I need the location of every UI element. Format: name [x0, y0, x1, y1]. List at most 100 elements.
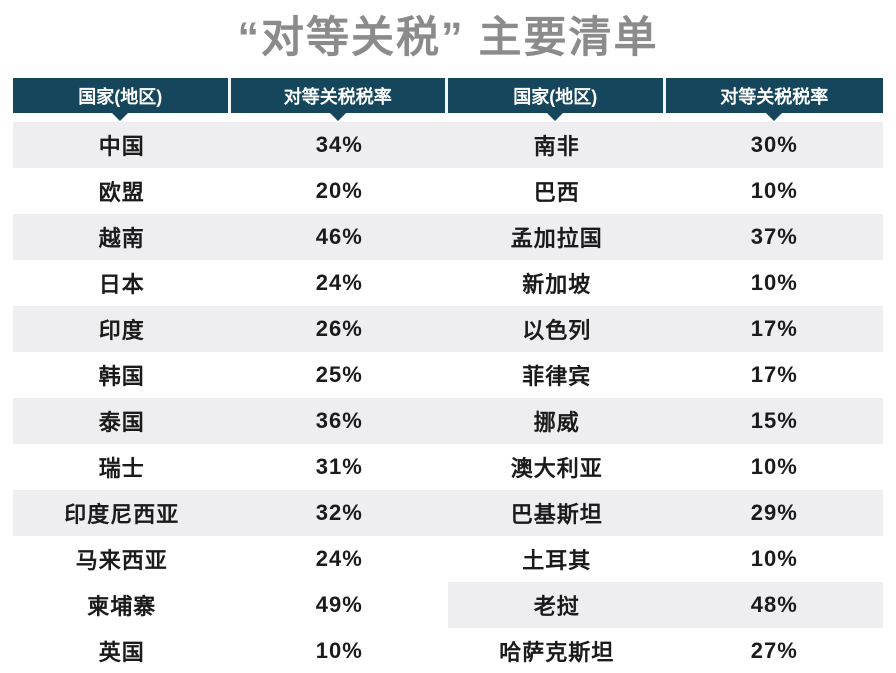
rate-cell: 29%	[750, 500, 798, 525]
rate-cell: 10%	[750, 454, 798, 479]
country-cell: 越南	[98, 226, 145, 251]
rate-cell: 10%	[750, 270, 798, 295]
table-header-row: 国家(地区) 对等关税税率 国家(地区) 对等关税税率	[13, 78, 883, 121]
rate-cell: 24%	[315, 546, 363, 571]
rate-cell: 31%	[315, 454, 363, 479]
pointer-down-icon	[547, 113, 564, 121]
row-left-half: 瑞士 31%	[13, 444, 448, 490]
row-right-half: 挪威 15%	[448, 398, 883, 444]
country-cell: 日本	[98, 272, 145, 297]
country-cell: 澳大利亚	[510, 456, 603, 481]
table-row: 瑞士 31% 澳大利亚 10%	[13, 444, 883, 490]
country-cell: 韩国	[98, 364, 145, 389]
header-label: 对等关税税率	[283, 86, 392, 107]
pointer-down-icon	[329, 113, 346, 121]
header-cell-rate-left: 对等关税税率	[230, 78, 448, 121]
country-cell: 巴基斯坦	[510, 502, 603, 527]
row-right-half: 哈萨克斯坦 27%	[448, 628, 883, 673]
rate-cell: 36%	[315, 408, 363, 433]
rate-cell: 46%	[315, 224, 363, 249]
country-cell: 南非	[533, 134, 580, 159]
row-right-half: 菲律宾 17%	[448, 352, 883, 398]
table-row: 中国 34% 南非 30%	[13, 122, 883, 168]
header-cell-country-right: 国家(地区)	[448, 78, 666, 121]
country-cell: 欧盟	[98, 180, 145, 205]
country-cell: 哈萨克斯坦	[499, 640, 615, 665]
rate-cell: 26%	[315, 316, 363, 341]
header-gap	[13, 113, 883, 122]
header-label: 国家(地区)	[513, 86, 598, 107]
table-row: 欧盟 20% 巴西 10%	[13, 168, 883, 214]
page-title: “对等关税” 主要清单	[237, 14, 659, 62]
table-row: 印度 26% 以色列 17%	[13, 306, 883, 352]
header-cell-country-left: 国家(地区)	[13, 78, 231, 121]
country-cell: 英国	[98, 640, 145, 665]
pointer-down-icon	[112, 113, 129, 121]
header-cell-rate-right: 对等关税税率	[665, 78, 883, 121]
rate-cell: 10%	[315, 638, 363, 663]
row-left-half: 欧盟 20%	[13, 168, 448, 214]
row-right-half: 巴基斯坦 29%	[448, 490, 883, 536]
country-cell: 巴西	[533, 180, 580, 205]
row-right-half: 以色列 17%	[448, 306, 883, 352]
country-cell: 土耳其	[522, 548, 592, 573]
table-row: 日本 24% 新加坡 10%	[13, 260, 883, 306]
rate-cell: 20%	[315, 178, 363, 203]
rate-cell: 48%	[750, 592, 798, 617]
table-row: 印度尼西亚 32% 巴基斯坦 29%	[13, 490, 883, 536]
row-right-half: 新加坡 10%	[448, 260, 883, 306]
rate-cell: 10%	[750, 546, 798, 571]
country-cell: 老挝	[533, 594, 580, 619]
row-left-half: 越南 46%	[13, 214, 448, 260]
country-cell: 柬埔寨	[87, 594, 157, 619]
table-row: 马来西亚 24% 土耳其 10%	[13, 536, 883, 582]
rate-cell: 32%	[315, 500, 363, 525]
row-right-half: 老挝 48%	[448, 582, 883, 628]
row-left-half: 英国 10%	[13, 628, 448, 673]
pointer-down-icon	[766, 113, 783, 121]
country-cell: 挪威	[533, 410, 580, 435]
rate-cell: 24%	[315, 270, 363, 295]
rate-cell: 10%	[750, 178, 798, 203]
row-right-half: 南非 30%	[448, 122, 883, 168]
row-left-half: 中国 34%	[13, 122, 448, 168]
header-label: 对等关税税率	[720, 86, 829, 107]
row-left-half: 日本 24%	[13, 260, 448, 306]
row-right-half: 土耳其 10%	[448, 536, 883, 582]
rate-cell: 49%	[315, 592, 363, 617]
country-cell: 新加坡	[522, 272, 592, 297]
tariff-table: 国家(地区) 对等关税税率 国家(地区) 对等关税税率 中国 34% 南非 30…	[13, 78, 883, 673]
row-left-half: 马来西亚 24%	[13, 536, 448, 582]
rate-cell: 27%	[750, 638, 798, 663]
rate-cell: 17%	[750, 362, 798, 387]
row-left-half: 印度尼西亚 32%	[13, 490, 448, 536]
row-right-half: 澳大利亚 10%	[448, 444, 883, 490]
row-left-half: 泰国 36%	[13, 398, 448, 444]
row-left-half: 柬埔寨 49%	[13, 582, 448, 628]
country-cell: 以色列	[522, 318, 592, 343]
country-cell: 泰国	[98, 410, 145, 435]
row-left-half: 印度 26%	[13, 306, 448, 352]
row-right-half: 孟加拉国 37%	[448, 214, 883, 260]
country-cell: 菲律宾	[522, 364, 592, 389]
rate-cell: 37%	[750, 224, 798, 249]
country-cell: 印度	[98, 318, 145, 343]
header-label: 国家(地区)	[78, 86, 163, 107]
country-cell: 中国	[98, 134, 145, 159]
table-row: 柬埔寨 49% 老挝 48%	[13, 582, 883, 628]
country-cell: 马来西亚	[75, 548, 168, 573]
rate-cell: 15%	[750, 408, 798, 433]
rate-cell: 25%	[315, 362, 363, 387]
row-left-half: 韩国 25%	[13, 352, 448, 398]
table-row: 泰国 36% 挪威 15%	[13, 398, 883, 444]
rate-cell: 30%	[750, 132, 798, 157]
table-row: 英国 10% 哈萨克斯坦 27%	[13, 628, 883, 673]
country-cell: 孟加拉国	[510, 226, 603, 251]
country-cell: 印度尼西亚	[64, 502, 180, 527]
table-row: 越南 46% 孟加拉国 37%	[13, 214, 883, 260]
country-cell: 瑞士	[98, 456, 145, 481]
row-right-half: 巴西 10%	[448, 168, 883, 214]
rate-cell: 17%	[750, 316, 798, 341]
table-row: 韩国 25% 菲律宾 17%	[13, 352, 883, 398]
rate-cell: 34%	[315, 132, 363, 157]
